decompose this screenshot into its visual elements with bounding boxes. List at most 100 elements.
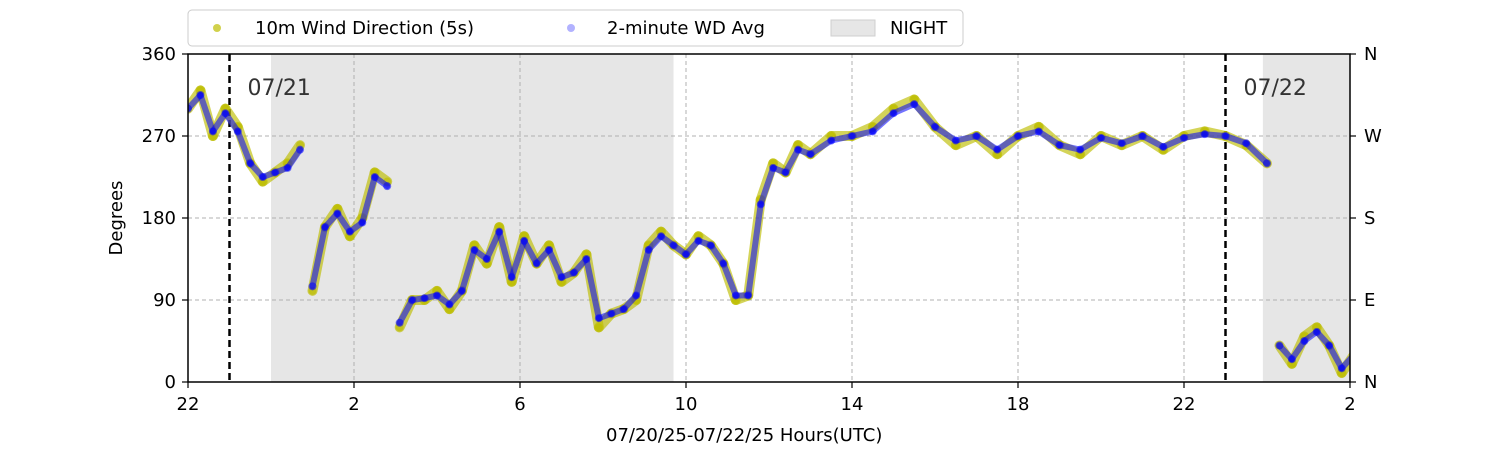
legend-patch-night — [830, 19, 876, 37]
wd5s-segment — [1416, 154, 1428, 200]
wd5s-point — [1400, 105, 1408, 113]
wd5s-segment — [1454, 309, 1466, 345]
series-2 — [188, 65, 1500, 373]
wd2min-segment — [234, 128, 254, 167]
y-axis-label: Degrees — [106, 181, 127, 256]
series-layer — [188, 65, 1500, 378]
legend-marker-wd5s — [213, 24, 221, 32]
wd5s-segment — [1441, 346, 1453, 364]
x-tick-label: 22 — [177, 394, 200, 415]
legend: 10m Wind Direction (5s) 2-minute WD Avg … — [187, 9, 964, 47]
night-band-2 — [1262, 54, 1350, 382]
y-tick-label: 360 — [142, 44, 176, 65]
wd5s-point — [1425, 196, 1433, 204]
wd2min-point — [1437, 355, 1445, 363]
wd2min-segment — [583, 256, 602, 322]
date-marker-label: 07/21 — [248, 76, 311, 101]
wd2min-point — [1363, 351, 1371, 359]
wd2min-segment — [1392, 72, 1404, 108]
compass-tick-label: N — [1364, 372, 1377, 393]
wd5s-point — [1437, 360, 1445, 368]
tick-layer: 222610141822261014182220N90E180S270W360N — [142, 44, 1382, 415]
wd2min-point — [1350, 351, 1358, 359]
legend-marker-wd2min — [567, 24, 575, 32]
y-tick-label: 270 — [142, 126, 176, 147]
wd5s-point — [1462, 305, 1470, 313]
wd2min-segment — [757, 164, 777, 208]
compass-tick-label: E — [1364, 290, 1375, 311]
wd5s-point — [1412, 150, 1420, 158]
date-marker-layer: 07/21 07/22 — [228, 54, 1307, 382]
x-axis-label: 07/20/25-07/22/25 Hours(UTC) — [606, 425, 882, 446]
date-marker-label: 07/22 — [1244, 76, 1307, 101]
wd2min-segment — [1243, 140, 1270, 167]
wd2min-point — [1263, 159, 1271, 168]
wd2min-point — [1388, 68, 1396, 76]
wd5s-segment — [1466, 291, 1478, 309]
wd5s-segment — [1491, 254, 1500, 272]
x-tick-label: 2 — [1344, 394, 1355, 415]
wd5s-point — [1487, 269, 1495, 277]
legend-label-wd2min: 2-minute WD Avg — [607, 18, 765, 39]
compass-tick-label: N — [1364, 44, 1377, 65]
wd2min-segment — [973, 133, 1001, 153]
wd2min-point — [1412, 150, 1420, 158]
wd2min-segment — [458, 246, 478, 294]
wd2min-segment — [1379, 65, 1391, 72]
y-tick-label: 180 — [142, 208, 176, 229]
wd2min-segment — [359, 174, 378, 226]
wd2min-segment — [546, 246, 565, 281]
wd2min-point — [1462, 305, 1470, 313]
wd2min-point — [1475, 287, 1483, 295]
x-tick-label: 10 — [675, 394, 698, 415]
wd2min-segment — [1035, 128, 1063, 149]
wd5s-point — [1350, 351, 1358, 359]
wd2min-segment — [782, 146, 802, 176]
wd2min-segment — [496, 228, 515, 281]
wd5s-point — [1450, 342, 1458, 350]
wd2min-segment — [1404, 109, 1416, 155]
wd2min-point — [383, 182, 392, 191]
wd2min-segment — [521, 237, 540, 267]
wd2min-segment — [869, 110, 897, 135]
wd2min-segment — [932, 123, 959, 144]
wd5s-point — [1388, 68, 1396, 76]
x-tick-label: 14 — [841, 394, 864, 415]
wd2min-segment — [807, 137, 835, 158]
wd2min-point — [296, 145, 305, 154]
wd2min-segment — [1416, 154, 1428, 195]
wd2min-segment — [396, 297, 416, 326]
y-tick-label: 90 — [153, 290, 176, 311]
wd5s-segment — [1479, 273, 1491, 291]
x-tick-label: 22 — [1173, 394, 1196, 415]
wd2min-point — [1487, 269, 1495, 277]
wd2min-segment — [309, 224, 328, 290]
wd2min-segment — [994, 133, 1021, 153]
legend-frame — [187, 9, 964, 47]
wd2min-segment — [197, 92, 216, 135]
wd2min-segment — [745, 201, 764, 299]
wd2min-segment — [1441, 341, 1453, 359]
wd5s-segment — [1392, 72, 1404, 108]
wd2min-point — [1400, 105, 1408, 113]
wd2min-segment — [720, 260, 739, 299]
wd2min-segment — [1454, 309, 1466, 341]
x-tick-label: 18 — [1007, 394, 1030, 415]
wd2min-segment — [633, 246, 652, 299]
wd2min-point — [1450, 337, 1458, 345]
legend-label-night: NIGHT — [890, 18, 948, 39]
x-tick-label: 6 — [514, 394, 525, 415]
wd2min-point — [1425, 191, 1433, 199]
wd2min-segment — [508, 237, 528, 281]
wd2min-segment — [1326, 342, 1345, 372]
compass-tick-label: S — [1364, 208, 1375, 229]
wd2min-segment — [1466, 291, 1478, 309]
grid-layer — [188, 54, 1350, 382]
wd2min-segment — [911, 101, 938, 130]
wd5s-point — [1363, 351, 1371, 359]
y-tick-label: 0 — [165, 372, 176, 393]
legend-label-wd5s: 10m Wind Direction (5s) — [255, 18, 474, 39]
wd2min-segment — [1491, 254, 1500, 272]
x-tick-label: 2 — [348, 394, 359, 415]
